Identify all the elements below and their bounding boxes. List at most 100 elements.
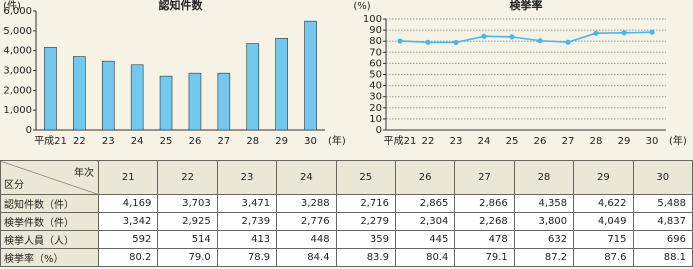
column-header: 25 xyxy=(335,160,396,195)
point xyxy=(621,30,627,36)
column-header: 28 xyxy=(513,160,575,195)
cell: 514 xyxy=(157,230,218,249)
cell: 3,703 xyxy=(157,194,218,213)
point xyxy=(509,34,515,40)
cell: 80.2 xyxy=(97,248,159,267)
bar xyxy=(275,38,288,131)
x-tick-label: 25 xyxy=(506,136,519,147)
x-tick-label: 27 xyxy=(217,136,230,147)
cell: 2,739 xyxy=(216,212,278,231)
column-header: 23 xyxy=(216,160,278,195)
x-tick-label: 25 xyxy=(160,136,173,147)
bar xyxy=(217,72,231,131)
y-unit: (件) xyxy=(3,0,21,12)
cell: 2,716 xyxy=(335,194,396,213)
x-unit: (年) xyxy=(328,134,346,147)
cell: 3,288 xyxy=(276,194,337,213)
x-tick-label: 30 xyxy=(304,136,317,147)
chart-title: 検挙率 xyxy=(510,0,543,12)
bar xyxy=(246,43,260,131)
y-tick-label: 3,000 xyxy=(3,66,32,77)
corner-bottom: 区分 xyxy=(4,180,24,191)
column-header: 24 xyxy=(276,160,337,195)
bar xyxy=(130,64,144,131)
cell: 4,169 xyxy=(97,194,159,213)
point xyxy=(537,38,543,44)
cell: 2,866 xyxy=(454,194,515,213)
x-tick-label: 26 xyxy=(189,136,202,147)
point xyxy=(593,30,599,36)
point xyxy=(565,39,571,45)
cell: 2,865 xyxy=(394,194,456,213)
column-header: 27 xyxy=(454,160,515,195)
column-header: 21 xyxy=(97,160,159,195)
cell: 83.9 xyxy=(335,248,396,267)
x-unit: (年) xyxy=(669,134,687,147)
table-row: 認知件数（件） 4,169 3,703 3,471 3,288 2,716 2,865 2,8… xyxy=(0,194,693,213)
cell: 4,622 xyxy=(573,194,634,213)
y-tick-label: 4,000 xyxy=(3,46,32,57)
x-tick-label: 22 xyxy=(73,136,86,147)
cell: 4,358 xyxy=(513,194,575,213)
point xyxy=(649,29,655,35)
y-tick-label: 80 xyxy=(369,36,382,47)
cell: 2,279 xyxy=(335,212,396,231)
x-tick-label: 26 xyxy=(534,136,547,147)
point xyxy=(425,39,431,45)
y-tick-label: 6,000 xyxy=(3,6,32,17)
y-tick-label: 60 xyxy=(369,58,382,69)
cell: 3,800 xyxy=(513,212,575,231)
cell: 592 xyxy=(97,230,159,249)
data-table: 年次 区分 21 22 23 24 25 26 27 28 29 30 認知件数（件） 4,169 3,70… xyxy=(0,160,693,267)
y-tick-label: 5,000 xyxy=(3,26,32,37)
cell: 2,304 xyxy=(394,212,456,231)
bar xyxy=(304,20,317,131)
point xyxy=(397,38,403,44)
x-tick-label: 22 xyxy=(422,136,435,147)
cell: 632 xyxy=(513,230,575,249)
x-tick-label: 28 xyxy=(246,136,259,147)
y-tick-label: 90 xyxy=(369,25,382,36)
bar xyxy=(73,56,86,131)
x-tick-label: 23 xyxy=(102,136,115,147)
y-tick-label: 2,000 xyxy=(3,85,32,96)
cell: 3,342 xyxy=(97,212,159,231)
cell: 79.1 xyxy=(454,248,515,267)
line xyxy=(399,31,653,44)
column-header: 26 xyxy=(394,160,456,195)
x-tick-label: 24 xyxy=(478,136,491,147)
row-label: 検挙率（%） xyxy=(0,248,99,267)
y-tick-label: 10 xyxy=(369,114,382,125)
bar xyxy=(44,47,57,131)
x-tick-label: 平成21 xyxy=(384,135,417,147)
header-row: 年次 区分 21 22 23 24 25 26 27 28 29 30 xyxy=(0,160,693,195)
row-label: 検挙件数（件） xyxy=(0,212,99,231)
column-header: 22 xyxy=(157,160,218,195)
cell: 696 xyxy=(632,230,693,249)
x-tick-label: 29 xyxy=(275,136,288,147)
cell: 2,776 xyxy=(276,212,337,231)
cell: 445 xyxy=(394,230,456,249)
y-tick-label: 20 xyxy=(369,103,382,114)
cell: 2,925 xyxy=(157,212,218,231)
corner-top: 年次 xyxy=(74,168,94,179)
point xyxy=(481,33,487,39)
y-tick-label: 0 xyxy=(26,125,32,136)
cell: 3,471 xyxy=(216,194,278,213)
y-tick-label: 0 xyxy=(376,125,382,136)
y-tick-label: 30 xyxy=(369,92,382,103)
cell: 478 xyxy=(454,230,515,249)
charts: 認知件数 (件) 0 1,000 2,000 3,000 4,000 5,000 6,000 平成… xyxy=(3,0,687,147)
table-row: 検挙人員（人） 592 514 413 448 359 445 478 632 715 696 xyxy=(0,230,693,249)
chart-title: 認知件数 xyxy=(159,0,204,12)
cell: 87.6 xyxy=(573,248,634,267)
y-unit: (%) xyxy=(353,1,370,12)
x-tick-label: 24 xyxy=(131,136,144,147)
row-label: 認知件数（件） xyxy=(0,194,99,213)
corner-cell: 年次区分 xyxy=(0,160,99,195)
cell: 413 xyxy=(216,230,278,249)
x-tick-label: 28 xyxy=(590,136,603,147)
x-tick-label: 27 xyxy=(562,136,575,147)
y-tick-label: 40 xyxy=(369,81,382,92)
